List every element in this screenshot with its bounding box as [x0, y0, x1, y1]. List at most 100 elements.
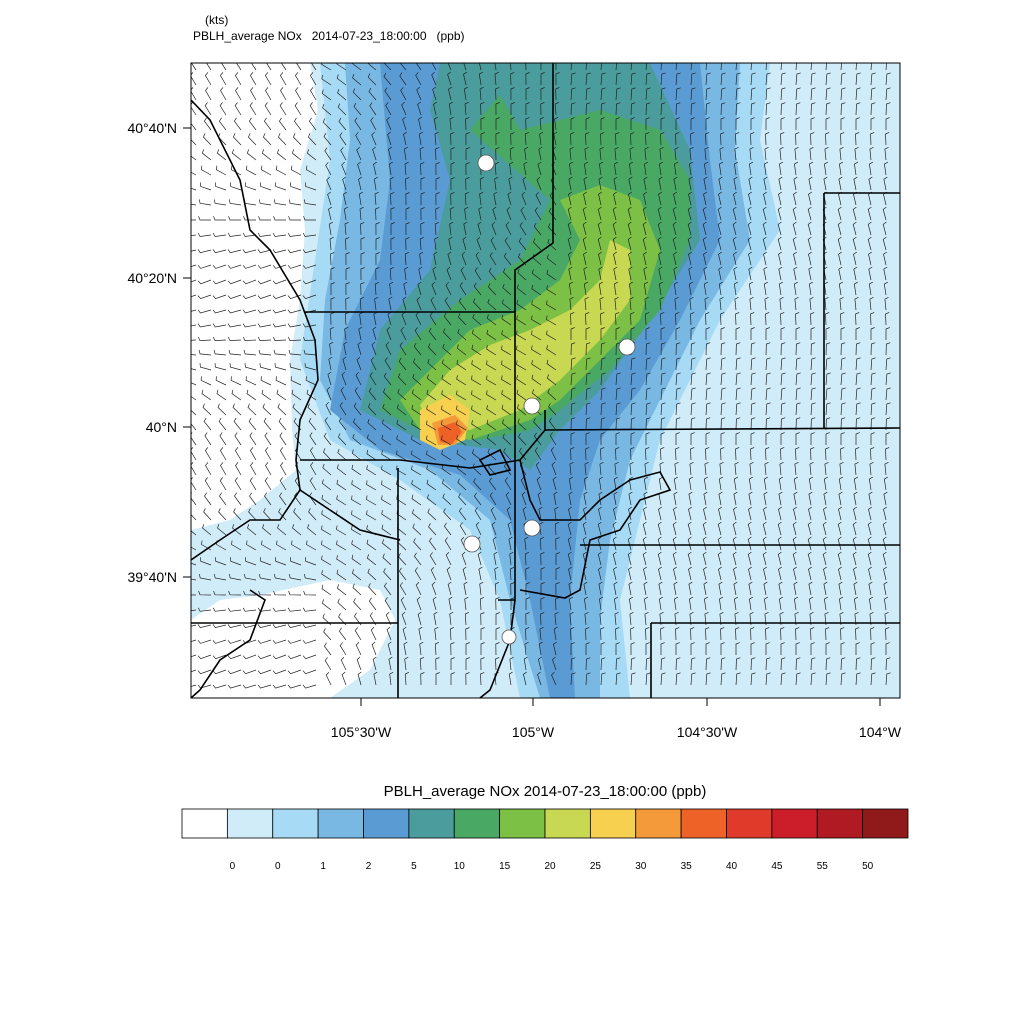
wind-barb: [822, 521, 827, 536]
wind-barb: [719, 296, 724, 311]
wind-barb: [490, 236, 497, 251]
wind-barb: [417, 611, 422, 626]
wind-barb: [540, 102, 545, 116]
wind-barb: [705, 417, 711, 431]
wind-barb: [495, 102, 500, 116]
wind-barb: [191, 339, 197, 341]
wind-barb: [824, 146, 829, 161]
wind-barb: [231, 165, 242, 176]
wind-barb: [501, 419, 512, 431]
wind-barb: [645, 72, 651, 86]
wind-barb: [688, 281, 693, 296]
wind-barb: [885, 327, 890, 340]
wind-barb: [795, 372, 801, 386]
wind-barb: [246, 389, 257, 401]
wind-barb: [403, 131, 407, 146]
wind-barb: [627, 236, 632, 251]
wind-barb: [272, 607, 287, 612]
wind-barb: [324, 417, 332, 431]
wind-barb: [868, 266, 873, 281]
wind-barb: [309, 477, 317, 491]
wind-barb: [495, 627, 500, 640]
wind-barb: [411, 435, 422, 446]
wind-barb: [702, 536, 707, 551]
wind-barb: [329, 326, 334, 341]
wind-barb: [869, 596, 874, 611]
map-field: [191, 63, 900, 698]
wind-barb: [293, 117, 302, 131]
wind-barb: [401, 311, 407, 326]
wind-barb: [689, 596, 694, 611]
wind-barb: [510, 117, 515, 131]
wind-barb: [524, 551, 530, 566]
wind-barb: [321, 584, 332, 596]
wind-barb: [735, 417, 741, 431]
wind-barb: [219, 72, 227, 86]
wind-barb: [262, 133, 272, 146]
lon-label: 105°W: [512, 724, 555, 740]
wind-barb: [540, 72, 545, 85]
wind-barb: [675, 627, 680, 641]
wind-barb: [537, 671, 542, 686]
wind-barb: [614, 596, 619, 611]
wind-barb: [645, 132, 650, 146]
wind-barb: [825, 627, 830, 641]
wind-barb: [369, 102, 377, 116]
wind-barb: [825, 357, 831, 371]
wind-barb: [505, 491, 512, 506]
wind-barb: [549, 432, 557, 446]
wind-barb: [673, 581, 678, 596]
wind-barb: [369, 612, 377, 626]
wind-barb: [536, 176, 542, 191]
wind-barb: [569, 161, 574, 176]
wind-barb: [495, 132, 500, 146]
wind-barb: [885, 402, 891, 416]
wind-barb: [672, 521, 677, 536]
wind-barb: [750, 672, 756, 686]
wind-barb: [191, 417, 197, 431]
wind-barb: [432, 266, 437, 281]
wind-barb: [428, 327, 437, 341]
wind-barb: [459, 522, 467, 536]
wind-barb: [456, 420, 467, 431]
wind-barb: [229, 574, 242, 581]
wind-barb: [478, 566, 483, 581]
wind-barb: [352, 418, 362, 431]
colorbar-box: [181, 808, 228, 839]
wind-barb: [382, 388, 392, 401]
wind-barb: [645, 642, 650, 655]
colorbar-label: 25: [590, 861, 602, 872]
wind-barb: [336, 464, 347, 476]
wind-barb: [777, 521, 782, 536]
wind-barb: [287, 309, 302, 314]
wind-barb: [358, 326, 363, 341]
wind-barb: [405, 237, 410, 251]
wind-barb: [366, 465, 377, 476]
wind-barb: [456, 464, 467, 476]
wind-barb: [825, 672, 831, 686]
wind-barb: [657, 206, 662, 221]
wind-barb: [353, 612, 362, 626]
wind-barb: [672, 206, 677, 221]
wind-barb: [570, 357, 576, 371]
wind-barb: [342, 356, 347, 371]
wind-barb: [428, 537, 437, 551]
wind-barb: [396, 450, 407, 461]
wind-barb: [675, 417, 681, 431]
wind-barb: [398, 357, 407, 371]
wind-barb: [780, 357, 786, 371]
wind-barb: [383, 63, 392, 71]
wind-barb: [480, 657, 485, 671]
wind-barb: [457, 328, 467, 341]
wind-barb: [191, 139, 197, 146]
wind-barb: [869, 161, 874, 176]
wind-barb: [825, 642, 830, 655]
wind-barb: [840, 87, 846, 101]
wind-barb: [546, 345, 557, 356]
wind-barb: [720, 402, 726, 416]
wind-barb: [336, 479, 347, 491]
wind-barb: [868, 251, 873, 266]
wind-barb: [567, 236, 572, 251]
wind-barb: [748, 491, 753, 506]
wind-barb: [258, 216, 271, 221]
